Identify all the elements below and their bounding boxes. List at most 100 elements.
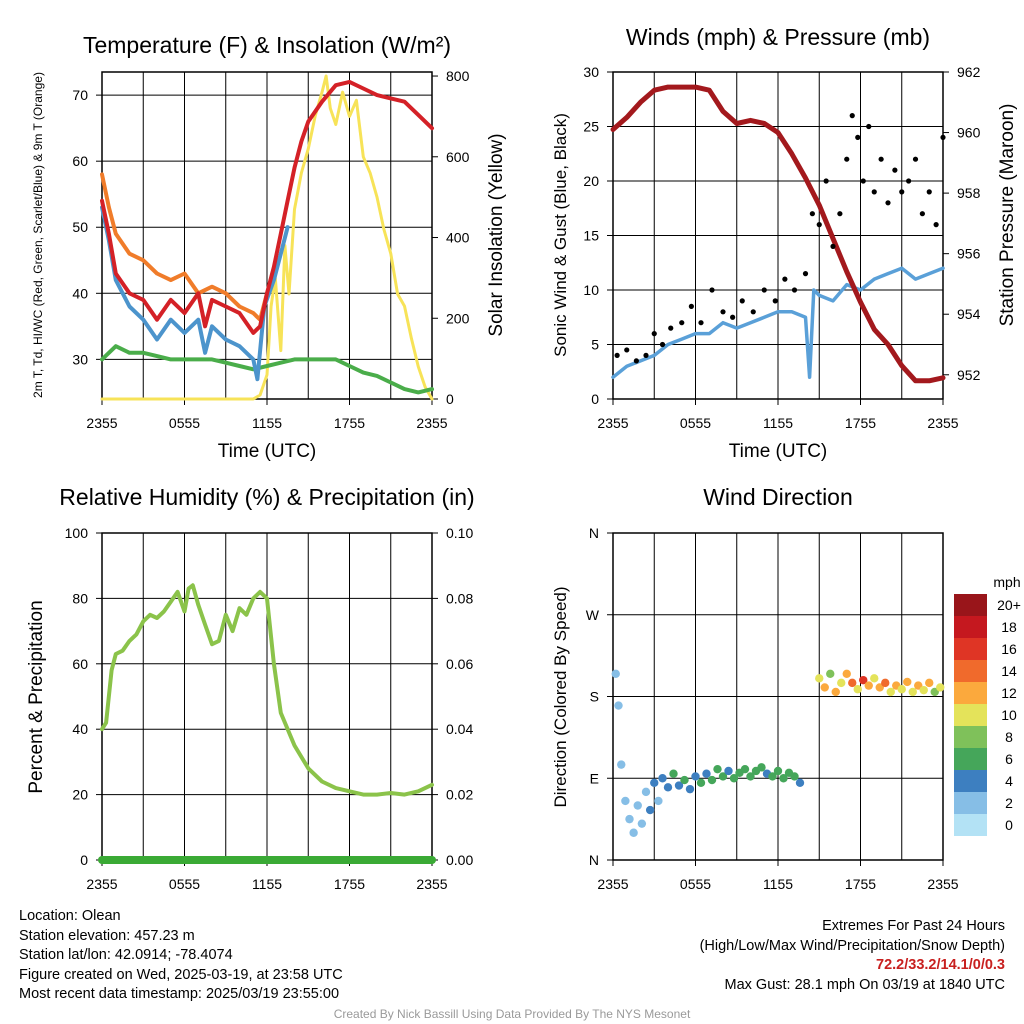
x-tick-label: 0555 bbox=[680, 876, 711, 892]
gust-point bbox=[855, 134, 861, 140]
wind-direction-point bbox=[936, 683, 945, 692]
wind-direction-point bbox=[870, 674, 879, 683]
gust-point bbox=[860, 178, 866, 184]
y-tick-label: 30 bbox=[583, 64, 599, 80]
y-tick-label: W bbox=[586, 607, 600, 623]
wind-direction-point bbox=[842, 669, 851, 678]
location-text: Location: Olean bbox=[19, 908, 121, 924]
x-tick-label: 2355 bbox=[416, 876, 447, 892]
gust-point bbox=[940, 134, 946, 140]
y-axis-label: Sonic Wind & Gust (Blue, Black) bbox=[551, 113, 570, 357]
colorbar-swatch bbox=[954, 748, 987, 770]
x-tick-label: 2355 bbox=[416, 415, 447, 431]
y-tick-label: 60 bbox=[72, 656, 88, 672]
y-tick-label: 80 bbox=[72, 590, 88, 606]
wind-direction-point bbox=[881, 678, 890, 688]
x-tick-label: 1755 bbox=[334, 415, 365, 431]
gust-point bbox=[849, 113, 855, 119]
wind-direction-point bbox=[696, 778, 706, 787]
gust-point bbox=[926, 189, 932, 195]
colorbar-swatch bbox=[954, 638, 987, 660]
series-line-2m-t bbox=[100, 79, 434, 335]
x-tick-label: 2355 bbox=[927, 415, 958, 431]
wind-direction-point bbox=[724, 766, 733, 776]
y2-tick-label: 954 bbox=[957, 306, 981, 322]
x-tick-label: 0555 bbox=[169, 876, 200, 892]
wind-direction-point bbox=[614, 701, 623, 710]
y2-tick-label: 0.06 bbox=[446, 656, 473, 672]
colorbar-title: mph bbox=[993, 574, 1020, 590]
wind-direction-point bbox=[826, 669, 835, 678]
y-tick-label: 0 bbox=[591, 391, 599, 407]
wind-direction-point bbox=[669, 769, 678, 778]
y-tick-label: 40 bbox=[72, 285, 88, 301]
colorbar-label: 8 bbox=[1005, 729, 1013, 745]
gust-point bbox=[659, 341, 666, 348]
gust-point bbox=[933, 222, 939, 228]
gust-point bbox=[802, 271, 809, 277]
gust-point bbox=[772, 298, 778, 304]
colorbar-swatch bbox=[954, 682, 987, 704]
x-tick-label: 2355 bbox=[86, 876, 117, 892]
gust-point bbox=[624, 347, 630, 353]
wind-direction-point bbox=[859, 675, 868, 685]
wind-direction-point bbox=[674, 781, 684, 790]
wind-direction-point bbox=[621, 796, 630, 806]
colorbar-label: 2 bbox=[1005, 795, 1013, 811]
colorbar-label: 6 bbox=[1005, 751, 1013, 767]
series-line-sonic-wind bbox=[611, 266, 945, 379]
gust-point bbox=[892, 167, 898, 173]
credit-text: Created By Nick Bassill Using Data Provi… bbox=[333, 1007, 691, 1021]
x-tick-label: 1155 bbox=[763, 415, 793, 431]
y-axis-label: Direction (Colored By Speed) bbox=[551, 586, 570, 807]
wind-direction-point bbox=[746, 772, 755, 781]
gust-point bbox=[912, 156, 919, 162]
colorbar-label: 14 bbox=[1001, 663, 1017, 679]
wind-direction-point bbox=[702, 769, 711, 778]
gust-point bbox=[679, 320, 685, 326]
gust-point bbox=[830, 243, 836, 249]
wind-direction-point bbox=[680, 775, 689, 785]
wind-direction-point bbox=[820, 683, 829, 692]
gust-point bbox=[633, 358, 639, 364]
y-tick-label: 100 bbox=[65, 525, 89, 541]
gust-point bbox=[871, 189, 877, 195]
gust-point bbox=[709, 287, 715, 293]
y2-tick-label: 400 bbox=[446, 230, 470, 246]
x-axis-label: Time (UTC) bbox=[218, 441, 317, 462]
y2-tick-label: 956 bbox=[957, 246, 981, 262]
wind-direction-point bbox=[831, 687, 840, 697]
y-tick-label: 0 bbox=[80, 852, 88, 868]
x-tick-label: 1755 bbox=[845, 415, 876, 431]
y2-tick-label: 958 bbox=[957, 185, 981, 201]
wind-direction-point bbox=[773, 766, 783, 776]
wind-direction-point bbox=[645, 805, 655, 815]
y-tick-label: N bbox=[589, 525, 599, 541]
wind-direction-point bbox=[886, 687, 895, 697]
wind-direction-point bbox=[790, 772, 799, 781]
figure-created-text: Figure created on Wed, 2025-03-19, at 23… bbox=[19, 966, 343, 983]
gust-point bbox=[885, 200, 891, 206]
series-line-station-pressure bbox=[610, 84, 946, 384]
y-axis-label: Percent & Precipitation bbox=[26, 600, 47, 793]
x-tick-label: 1155 bbox=[252, 876, 282, 892]
gust-point bbox=[899, 189, 905, 195]
gust-point bbox=[761, 287, 767, 293]
gust-point bbox=[809, 211, 815, 217]
y2-tick-label: 0.00 bbox=[446, 852, 473, 868]
wind-direction-point bbox=[919, 685, 928, 695]
chart-title-winds: Winds (mph) & Pressure (mb) bbox=[626, 24, 930, 50]
gust-point bbox=[791, 287, 798, 293]
station-info: Location: Olean Station elevation: 457.2… bbox=[19, 907, 343, 1005]
plot-frame bbox=[612, 532, 944, 861]
colorbar-swatch bbox=[954, 792, 987, 814]
gust-point bbox=[906, 178, 912, 184]
x-tick-label: 1755 bbox=[334, 876, 365, 892]
gust-point bbox=[643, 352, 649, 358]
y-axis-label: 2m T, Td, HI/WC (Red, Green, Scarlet/Blu… bbox=[31, 72, 45, 398]
gust-point bbox=[837, 211, 843, 217]
gust-point bbox=[844, 156, 850, 162]
colorbar-swatch bbox=[954, 594, 987, 616]
series-line-2m-td bbox=[100, 344, 434, 395]
